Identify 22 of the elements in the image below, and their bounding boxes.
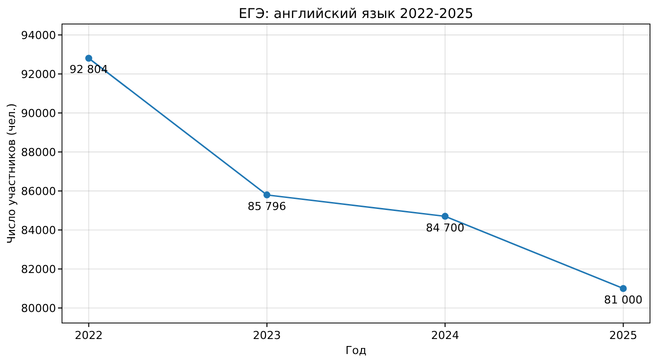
x-tick-label: 2025 [609, 329, 638, 342]
point [442, 212, 449, 220]
y-tick-label: 80000 [21, 302, 56, 315]
y-axis-title: Число участников (чел.) [5, 103, 18, 244]
y-tick-label: 86000 [21, 184, 56, 198]
y-tick-label: 84000 [21, 224, 56, 237]
y-tick-label: 82000 [21, 262, 56, 276]
point [263, 191, 270, 198]
x-tick-label: 2023 [252, 329, 281, 342]
x-axis-title: Год [345, 344, 367, 357]
data-label: 84 700 [426, 221, 464, 234]
point [620, 284, 627, 292]
point [85, 54, 92, 62]
y-tick-label: 92000 [21, 68, 56, 81]
data-label: 85 796 [248, 200, 286, 213]
chart-title: ЕГЭ: английский язык 2022-2025 [238, 6, 474, 22]
x-tick-label: 2022 [74, 329, 103, 342]
y-tick-label: 94000 [21, 28, 56, 42]
y-tick-label: 90000 [21, 106, 56, 120]
y-tick-label: 88000 [21, 146, 56, 159]
x-tick-label: 2024 [431, 329, 460, 342]
data-label: 81 000 [604, 293, 643, 306]
